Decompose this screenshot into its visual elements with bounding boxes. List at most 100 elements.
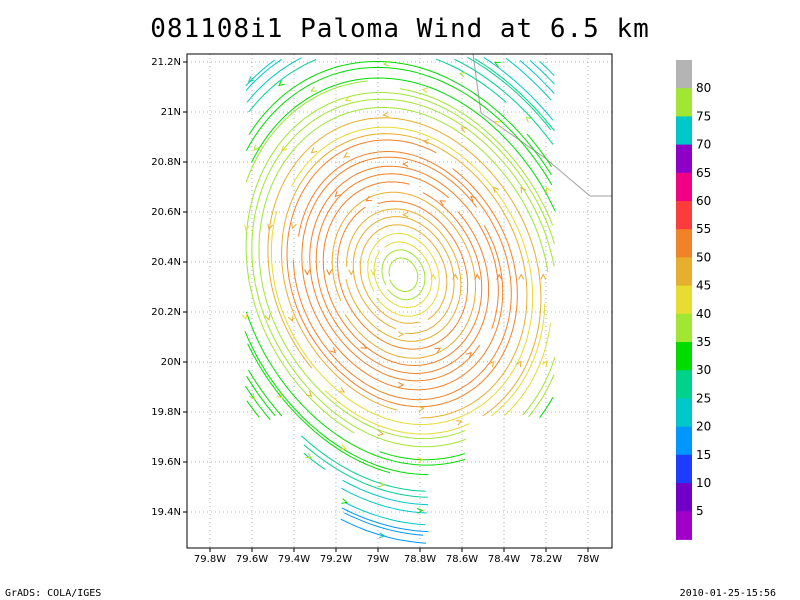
flow-arrow	[349, 270, 354, 275]
x-tick-label: 78.6W	[446, 554, 478, 565]
flow-arrow	[330, 347, 335, 352]
flow-arrow	[340, 445, 346, 450]
x-tick-label: 79.4W	[278, 554, 310, 565]
colorbar-swatch	[676, 342, 692, 371]
footer-credit: GrADS: COLA/IGES	[5, 588, 101, 599]
flow-arrow	[311, 87, 317, 92]
colorbar-swatch	[676, 257, 692, 286]
flow-arrow	[242, 314, 247, 320]
colorbar-swatch	[676, 116, 692, 145]
colorbar-label: 50	[696, 250, 711, 264]
flow-arrow	[495, 121, 501, 126]
colorbar-swatch	[676, 88, 692, 117]
flow-arrow	[541, 275, 546, 280]
flow-arrow	[371, 270, 376, 275]
streamline	[484, 57, 553, 120]
colorbar-label: 30	[696, 363, 711, 377]
flow-arrow	[456, 421, 462, 426]
flow-arrow	[383, 112, 388, 117]
streamline	[345, 503, 425, 525]
flow-arrow	[306, 391, 311, 396]
streamline	[341, 519, 426, 543]
streamline	[293, 152, 511, 400]
streamline	[529, 375, 554, 417]
footer-timestamp: 2010-01-25-15:56	[680, 588, 776, 599]
streamline	[382, 250, 425, 300]
colorbar-swatch	[676, 201, 692, 230]
x-tick-labels: 79.8W 79.6W 79.4W 79.2W 79W 78.8W 78.6W 78.4W 78…	[194, 548, 599, 565]
colorbar-swatch	[676, 286, 692, 315]
streamlines	[242, 57, 555, 543]
flow-arrow	[403, 212, 408, 217]
x-tick-label: 78W	[577, 554, 600, 565]
colorbar-label: 75	[696, 109, 711, 123]
streamline	[245, 331, 429, 474]
y-tick-label: 19.8N	[151, 407, 181, 418]
colorbar-label: 15	[696, 448, 711, 462]
streamline	[341, 488, 427, 513]
x-tick-label: 78.4W	[488, 554, 520, 565]
x-tick-label: 78.8W	[404, 554, 436, 565]
colorbar-label: 55	[696, 222, 711, 236]
y-tick-label: 20N	[161, 357, 181, 368]
wind-streamline-chart: 79.8W 79.6W 79.4W 79.2W 79W 78.8W 78.6W 78.4W 78…	[0, 0, 800, 600]
colorbar-label: 70	[696, 138, 711, 152]
colorbar-swatch	[676, 427, 692, 456]
y-tick-label: 20.4N	[151, 257, 181, 268]
flow-arrow	[327, 270, 332, 275]
flow-arrow	[344, 152, 350, 157]
colorbar: 5 10 15 20 25 30 35 40 45 50 55 60 65 70 75 80	[676, 60, 711, 540]
streamline	[540, 61, 555, 75]
streamline	[304, 453, 326, 469]
coastline-path	[473, 54, 612, 196]
y-tick-label: 20.6N	[151, 207, 181, 218]
streamline	[346, 209, 461, 341]
flow-arrow	[305, 270, 310, 275]
colorbar-swatch	[676, 511, 692, 540]
flow-arrow	[526, 117, 531, 122]
colorbar-label: 35	[696, 335, 711, 349]
streamline	[374, 242, 432, 308]
flow-arrow	[312, 148, 317, 153]
flow-arrow	[547, 188, 552, 194]
flow-arrow	[292, 223, 297, 229]
streamline	[249, 370, 282, 416]
colorbar-swatch	[676, 229, 692, 258]
flow-arrow	[418, 407, 423, 412]
flow-arrow	[339, 387, 345, 392]
x-tick-label: 79.2W	[320, 554, 352, 565]
streamline	[287, 140, 517, 407]
flow-arrow	[516, 362, 521, 368]
flow-arrow	[542, 361, 547, 367]
streamline	[247, 376, 276, 416]
y-tick-labels: 21.2N 21N 20.8N 20.6N 20.4N 20.2N 20N 19.8N 19.6…	[151, 57, 187, 518]
flow-arrow	[423, 88, 428, 93]
flow-arrow	[475, 275, 480, 280]
colorbar-label: 65	[696, 166, 711, 180]
flow-arrow	[288, 315, 293, 321]
streamline	[316, 174, 488, 374]
streamline	[252, 78, 555, 211]
colorbar-label: 45	[696, 279, 711, 293]
streamline	[338, 201, 468, 349]
colorbar-label: 40	[696, 307, 711, 321]
colorbar-swatch	[676, 145, 692, 174]
streamline	[342, 508, 429, 532]
streamline	[520, 60, 555, 93]
colorbar-label: 25	[696, 391, 711, 405]
colorbar-swatch	[676, 398, 692, 427]
y-tick-label: 21N	[161, 107, 181, 118]
flow-arrow	[398, 332, 403, 337]
streamline	[282, 134, 527, 418]
x-tick-label: 79.6W	[236, 554, 268, 565]
y-tick-label: 20.8N	[151, 157, 181, 168]
colorbar-label: 5	[696, 504, 704, 518]
colorbar-swatch	[676, 173, 692, 202]
colorbar-swatch	[676, 455, 692, 484]
flow-arrow	[519, 275, 524, 280]
streamline	[389, 258, 418, 292]
y-tick-label: 19.4N	[151, 507, 181, 518]
colorbar-label: 10	[696, 476, 711, 490]
coastline	[473, 54, 612, 196]
streamline	[380, 452, 465, 460]
